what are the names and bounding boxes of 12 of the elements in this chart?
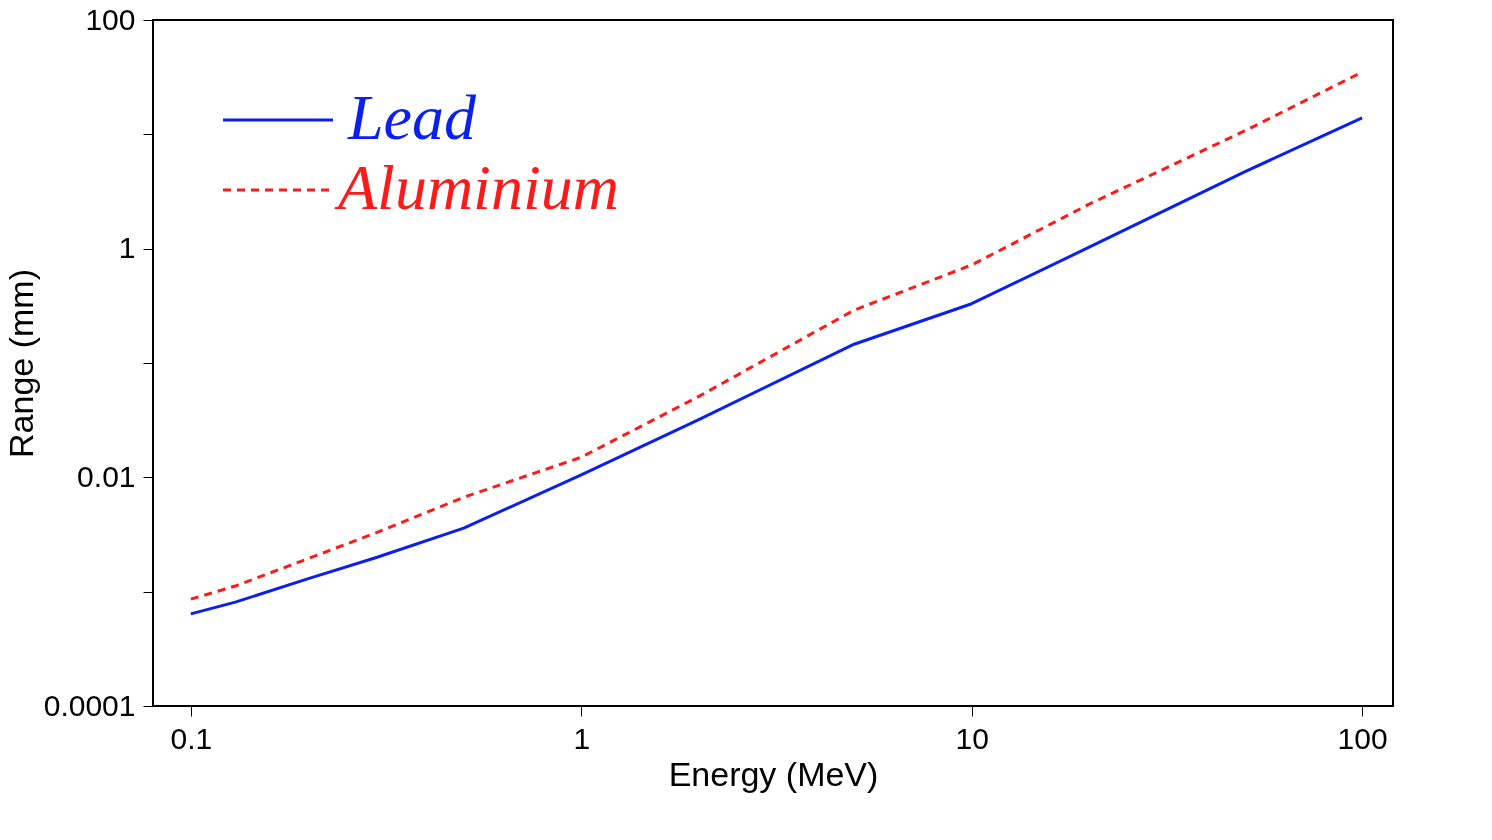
y-tick-label: 100 xyxy=(85,2,136,36)
x-tick-label: 0.1 xyxy=(170,721,213,755)
x-axis-title: Energy (MeV) xyxy=(668,754,879,793)
y-tick-label: 1 xyxy=(118,231,136,265)
y-tick-label: 0.01 xyxy=(77,459,136,493)
legend-label: Lead xyxy=(347,82,477,153)
x-tick-label: 10 xyxy=(955,721,989,755)
y-axis-title: Range (mm) xyxy=(1,269,40,458)
x-tick-label: 1 xyxy=(573,721,591,755)
y-tick-label: 0.0001 xyxy=(43,688,136,722)
legend-label: Aluminium xyxy=(334,152,619,223)
x-tick-label: 100 xyxy=(1337,721,1388,755)
